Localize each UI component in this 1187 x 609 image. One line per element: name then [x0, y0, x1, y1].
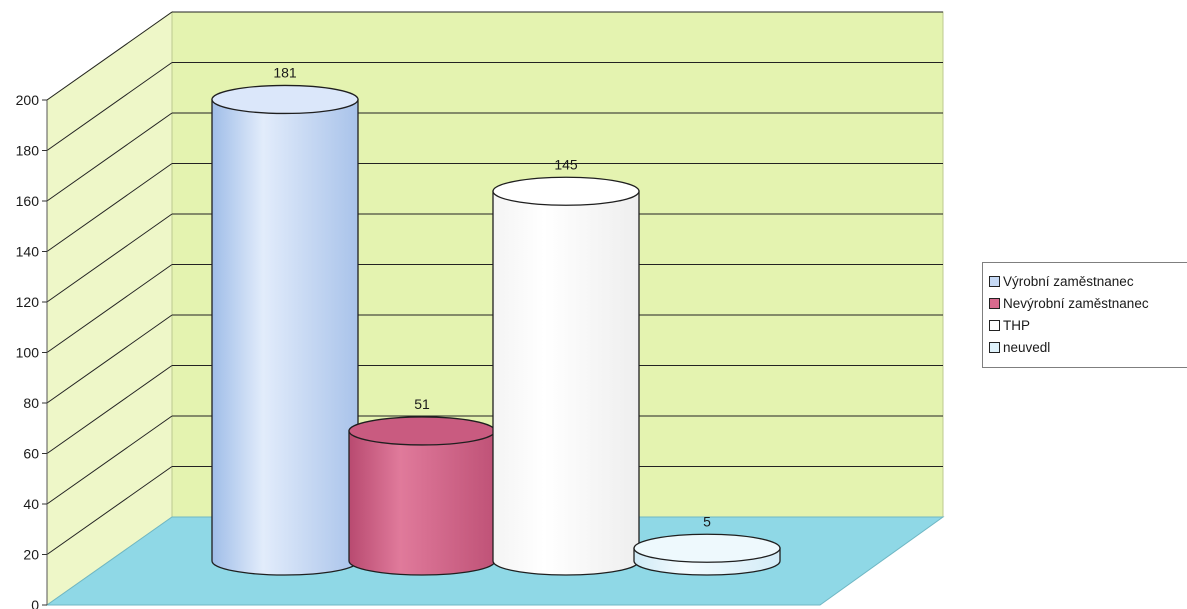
y-tick-label: 80 [23, 395, 39, 411]
legend-label-nevyrobni: Nevýrobní zaměstnanec [1003, 295, 1149, 311]
bar-top [492, 176, 640, 206]
y-tick-label: 160 [16, 193, 40, 209]
legend-item-nevyrobni: Nevýrobní zaměstnanec [989, 292, 1187, 314]
gridline-side [46, 163, 173, 252]
legend-item-neuvedl: neuvedl [989, 336, 1187, 358]
gridline-side [46, 62, 173, 151]
y-tick-label: 200 [16, 92, 40, 108]
data-labels: 181 51 145 5 [273, 64, 711, 529]
legend-item-thp: THP [989, 314, 1187, 336]
legend-label-vyrobni: Výrobní zaměstnanec [1003, 273, 1134, 289]
gridline-side [46, 112, 173, 202]
legend-swatch-nevyrobni [989, 297, 1000, 309]
bar-top [348, 416, 496, 446]
bar-body [492, 190, 640, 576]
y-tick-label: 140 [16, 244, 40, 260]
legend-swatch-vyrobni [989, 275, 1000, 287]
y-tick-label: 180 [16, 143, 40, 159]
bar-top [211, 84, 359, 115]
legend-item-vyrobni: Výrobní zaměstnanec [989, 270, 1187, 292]
y-tick-label: 20 [23, 547, 39, 563]
data-label: 51 [414, 396, 430, 412]
gridline-side [46, 11, 173, 101]
legend-label-thp: THP [1003, 317, 1030, 333]
y-tick-label: 60 [23, 446, 39, 462]
gridline-side [46, 415, 173, 505]
gridline-side [46, 314, 173, 404]
data-label: 145 [554, 156, 578, 172]
bar-cylinder [348, 416, 496, 576]
y-axis: 0 20 40 60 80 100 120 140 160 180 200 [16, 92, 48, 609]
gridline-side [46, 264, 173, 353]
legend-swatch-neuvedl [989, 341, 1000, 353]
bar-body [348, 430, 496, 576]
legend: Výrobní zaměstnanec Nevýrobní zaměstnane… [982, 262, 1187, 368]
y-tick-label: 0 [31, 597, 39, 609]
legend-swatch-thp [989, 319, 1000, 331]
y-tick-label: 40 [23, 496, 39, 512]
gridline-side [46, 213, 173, 303]
bar-cylinder [492, 176, 640, 576]
legend-label-neuvedl: neuvedl [1003, 339, 1051, 355]
bar-body [211, 98, 359, 576]
bars [211, 84, 781, 576]
bar-top [633, 533, 781, 563]
data-label: 181 [273, 64, 297, 80]
gridline-side [46, 466, 173, 555]
gridline-side [46, 365, 173, 454]
y-tick-label: 120 [16, 294, 40, 310]
bar-cylinder [211, 84, 359, 576]
data-label: 5 [703, 513, 711, 529]
y-tick-label: 100 [16, 345, 40, 361]
bar-cylinder [633, 533, 781, 576]
